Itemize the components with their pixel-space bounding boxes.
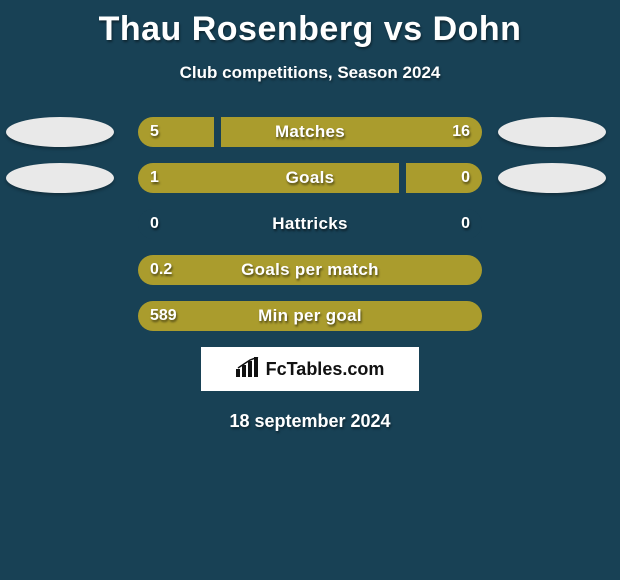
stat-row: Matches516 bbox=[0, 117, 620, 147]
stat-bar: Goals per match0.2 bbox=[138, 255, 482, 285]
player1-marker bbox=[6, 163, 114, 193]
bar-chart-icon bbox=[236, 357, 260, 382]
stat-value-left: 0 bbox=[150, 215, 159, 233]
stat-bar: Matches516 bbox=[138, 117, 482, 147]
player2-marker bbox=[498, 163, 606, 193]
bar-left-fill bbox=[138, 301, 482, 331]
bar-left-fill bbox=[138, 255, 482, 285]
fctables-logo: FcTables.com bbox=[201, 347, 419, 391]
player1-marker bbox=[6, 117, 114, 147]
stat-row: Hattricks0 0 bbox=[0, 209, 620, 239]
stat-row: Goals10 bbox=[0, 163, 620, 193]
stat-row: Goals per match0.2 bbox=[0, 255, 620, 285]
stat-value-right: 0 bbox=[461, 215, 470, 233]
subtitle: Club competitions, Season 2024 bbox=[0, 63, 620, 83]
date-label: 18 september 2024 bbox=[0, 411, 620, 432]
stat-bar: Goals10 bbox=[138, 163, 482, 193]
title-player2: Dohn bbox=[433, 10, 522, 48]
bar-right-fill bbox=[221, 117, 482, 147]
title-player1: Thau Rosenberg bbox=[99, 10, 374, 48]
stat-bar: Min per goal589 bbox=[138, 301, 482, 331]
stat-label: Hattricks bbox=[138, 214, 482, 234]
bar-right-fill bbox=[406, 163, 482, 193]
comparison-chart: Matches516 Goals10 Hattricks0 0 Goals per ma… bbox=[0, 117, 620, 331]
bar-left-fill bbox=[138, 163, 399, 193]
page-title: Thau Rosenberg vs Dohn bbox=[0, 0, 620, 49]
stat-bar: Hattricks0 0 bbox=[138, 209, 482, 239]
title-vs: vs bbox=[384, 10, 423, 48]
stat-row: Min per goal589 bbox=[0, 301, 620, 331]
logo-text: FcTables.com bbox=[266, 359, 385, 380]
player2-marker bbox=[498, 117, 606, 147]
bar-left-fill bbox=[138, 117, 214, 147]
